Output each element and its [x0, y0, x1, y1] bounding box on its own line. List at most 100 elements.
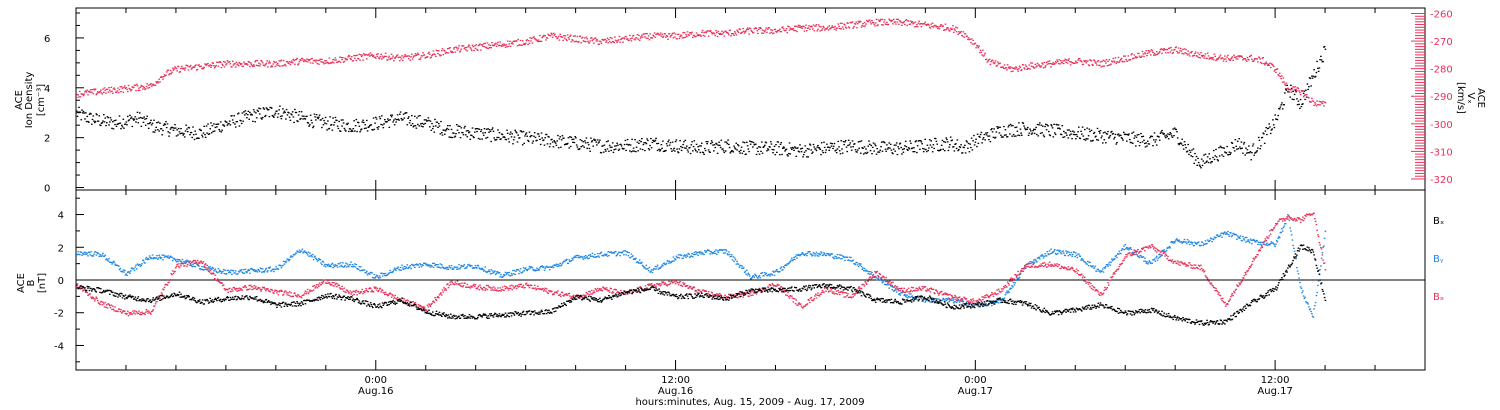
vx-series-point — [219, 61, 222, 63]
ion-density-series-point — [469, 138, 472, 140]
by-series-point — [773, 271, 775, 273]
ion-density-series-point — [830, 145, 833, 147]
ion-density-series-point — [1154, 141, 1157, 143]
by-series-point — [1110, 261, 1112, 263]
ion-density-series-point — [711, 141, 714, 144]
vx-series-point — [869, 21, 872, 23]
vx-series-point — [490, 47, 492, 49]
by-series-point — [346, 263, 349, 265]
vx-series-point — [438, 50, 440, 52]
vx-series-point — [168, 74, 170, 76]
ion-density-series-point — [342, 122, 345, 124]
vx-series-point — [134, 84, 137, 86]
time-tick-label: 0:00 — [964, 375, 986, 386]
vx-series-point — [870, 23, 872, 25]
vx-series-point — [109, 91, 112, 93]
vx-series-point — [277, 64, 280, 67]
ion-density-series-point — [727, 139, 729, 141]
vx-series-point — [361, 54, 364, 56]
vx-series-point — [369, 55, 371, 57]
by-series-point — [850, 260, 853, 262]
ion-density-series-point — [1217, 160, 1219, 162]
vx-series-point — [225, 64, 227, 66]
ion-density-series-point — [842, 141, 845, 143]
ion-density-series-point — [1292, 90, 1294, 92]
by-series-point — [847, 259, 850, 261]
vx-series-point — [380, 53, 382, 55]
by-series-point — [584, 257, 586, 259]
vx-series-point — [539, 34, 541, 37]
vx-series-point — [999, 62, 1001, 64]
vx-series-point — [494, 42, 497, 44]
ion-density-series-point — [1107, 130, 1109, 133]
vx-series-point — [1270, 63, 1273, 65]
vx-series-point — [1245, 59, 1247, 61]
vx-series-point — [1141, 50, 1144, 53]
vx-series-point — [761, 29, 764, 31]
by-series-point — [322, 261, 325, 263]
vx-series-point — [339, 61, 342, 63]
vx-series-point — [135, 89, 137, 92]
vx-series-point — [1172, 51, 1174, 54]
by-series-point — [647, 268, 649, 270]
ion-density-series-point — [641, 138, 643, 140]
ion-density-series-point — [485, 128, 488, 130]
ion-density-series-point — [446, 127, 448, 130]
ion-density-series-point — [690, 144, 693, 146]
vx-series-point — [1236, 56, 1238, 58]
ion-density-series-point — [480, 130, 482, 133]
by-series-point — [920, 298, 923, 300]
by-series-point — [838, 257, 840, 259]
ion-density-series-point — [186, 131, 189, 133]
vx-series-point — [811, 26, 813, 28]
ion-density-series-point — [106, 122, 108, 124]
ion-density-series-point — [1111, 130, 1113, 133]
vx-series-point — [1238, 56, 1240, 58]
vx-series-point — [449, 47, 451, 49]
ion-density-series-point — [921, 143, 923, 145]
by-series-point — [909, 296, 911, 298]
by-series-point — [234, 272, 236, 274]
by-series-point — [1038, 256, 1040, 258]
vx-series-point — [248, 61, 250, 63]
by-series-point — [250, 267, 253, 270]
vx-series-point — [1144, 52, 1146, 54]
by-series-point — [521, 272, 523, 274]
by-series-point — [355, 263, 358, 266]
vx-series-point — [1166, 48, 1168, 51]
by-series-point — [892, 286, 894, 288]
ion-density-series-point — [237, 113, 239, 115]
by-series-point — [80, 251, 83, 253]
vx-series-point — [1040, 65, 1043, 67]
ion-density-series-point — [624, 139, 627, 142]
ion-density-series-point — [659, 150, 661, 152]
vx-series-point — [805, 24, 807, 26]
by-series-point — [125, 273, 128, 275]
vx-series-point — [1018, 68, 1020, 70]
ion-density-series-point — [946, 138, 948, 141]
vx-series-point — [412, 56, 415, 58]
vx-series-point — [1038, 64, 1040, 66]
by-series-point — [338, 263, 340, 265]
ion-density-series-point — [465, 130, 468, 132]
vx-series-point — [1194, 52, 1196, 55]
ion-density-series-point — [110, 119, 113, 121]
ion-density-series-point — [800, 151, 803, 153]
ion-density-series-point — [854, 149, 857, 151]
vx-series-point — [496, 43, 498, 45]
ion-density-series-point — [738, 150, 741, 153]
ion-density-series-point — [611, 142, 614, 144]
vx-series-point — [234, 66, 237, 68]
vx-series-point — [312, 60, 315, 62]
vx-series-point — [788, 29, 791, 31]
ion-density-series-point — [1242, 152, 1244, 154]
ion-density-series-point — [359, 131, 361, 133]
by-series-point — [401, 264, 403, 266]
ion-density-series-point — [240, 122, 243, 125]
vx-series-point — [450, 50, 452, 52]
vx-series-point — [368, 53, 370, 55]
ion-density-series-point — [637, 150, 639, 152]
ion-density-series-point — [266, 108, 268, 110]
vx-series-point — [103, 87, 106, 89]
vx-series-point — [827, 29, 830, 31]
